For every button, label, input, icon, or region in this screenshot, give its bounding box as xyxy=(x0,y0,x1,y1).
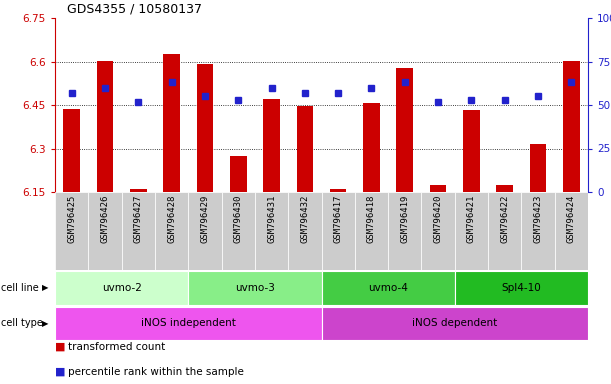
Text: uvmo-3: uvmo-3 xyxy=(235,283,275,293)
Text: GSM796418: GSM796418 xyxy=(367,194,376,243)
Bar xyxy=(455,271,588,305)
Bar xyxy=(321,192,355,270)
Text: ■: ■ xyxy=(55,367,65,377)
Text: GSM796430: GSM796430 xyxy=(234,194,243,243)
Text: GSM796427: GSM796427 xyxy=(134,194,143,243)
Bar xyxy=(288,192,321,270)
Bar xyxy=(197,64,213,192)
Text: transformed count: transformed count xyxy=(68,342,166,352)
Text: ▶: ▶ xyxy=(42,319,49,328)
Bar xyxy=(97,61,113,192)
Text: cell type: cell type xyxy=(1,318,43,328)
Text: cell line: cell line xyxy=(1,283,38,293)
Bar xyxy=(530,144,546,192)
Bar xyxy=(163,54,180,192)
Bar xyxy=(397,68,413,192)
Text: uvmo-2: uvmo-2 xyxy=(101,283,142,293)
Bar xyxy=(263,99,280,192)
Bar xyxy=(488,192,521,270)
Bar xyxy=(222,192,255,270)
Bar xyxy=(496,185,513,192)
Text: GSM796428: GSM796428 xyxy=(167,194,176,243)
Text: Spl4-10: Spl4-10 xyxy=(502,283,541,293)
Bar xyxy=(422,192,455,270)
Bar xyxy=(455,192,488,270)
Text: iNOS dependent: iNOS dependent xyxy=(412,318,497,328)
Text: GSM796423: GSM796423 xyxy=(533,194,543,243)
Text: GDS4355 / 10580137: GDS4355 / 10580137 xyxy=(67,2,202,15)
Text: GSM796429: GSM796429 xyxy=(200,194,210,243)
Text: percentile rank within the sample: percentile rank within the sample xyxy=(68,367,244,377)
Text: GSM796431: GSM796431 xyxy=(267,194,276,243)
Text: GSM796417: GSM796417 xyxy=(334,194,343,243)
Text: iNOS independent: iNOS independent xyxy=(141,318,236,328)
Bar xyxy=(363,103,380,192)
Bar xyxy=(55,307,321,340)
Bar xyxy=(388,192,422,270)
Bar xyxy=(321,271,455,305)
Text: GSM796426: GSM796426 xyxy=(100,194,109,243)
Bar xyxy=(563,61,580,192)
Text: GSM796432: GSM796432 xyxy=(301,194,309,243)
Text: ■: ■ xyxy=(55,342,65,352)
Text: GSM796425: GSM796425 xyxy=(67,194,76,243)
Text: ▶: ▶ xyxy=(42,283,49,293)
Text: GSM796421: GSM796421 xyxy=(467,194,476,243)
Bar xyxy=(55,192,89,270)
Text: GSM796424: GSM796424 xyxy=(567,194,576,243)
Bar xyxy=(521,192,555,270)
Bar xyxy=(55,271,188,305)
Bar xyxy=(64,109,80,192)
Bar xyxy=(188,192,222,270)
Bar xyxy=(430,185,447,192)
Text: GSM796422: GSM796422 xyxy=(500,194,509,243)
Bar xyxy=(330,189,346,192)
Bar xyxy=(321,307,588,340)
Text: uvmo-4: uvmo-4 xyxy=(368,283,408,293)
Bar xyxy=(555,192,588,270)
Bar xyxy=(296,106,313,192)
Bar xyxy=(355,192,388,270)
Text: GSM796419: GSM796419 xyxy=(400,194,409,243)
Bar xyxy=(463,110,480,192)
Bar xyxy=(255,192,288,270)
Text: GSM796420: GSM796420 xyxy=(434,194,442,243)
Bar xyxy=(155,192,188,270)
Bar xyxy=(130,189,147,192)
Bar xyxy=(89,192,122,270)
Bar xyxy=(188,271,321,305)
Bar xyxy=(122,192,155,270)
Bar xyxy=(230,156,247,192)
